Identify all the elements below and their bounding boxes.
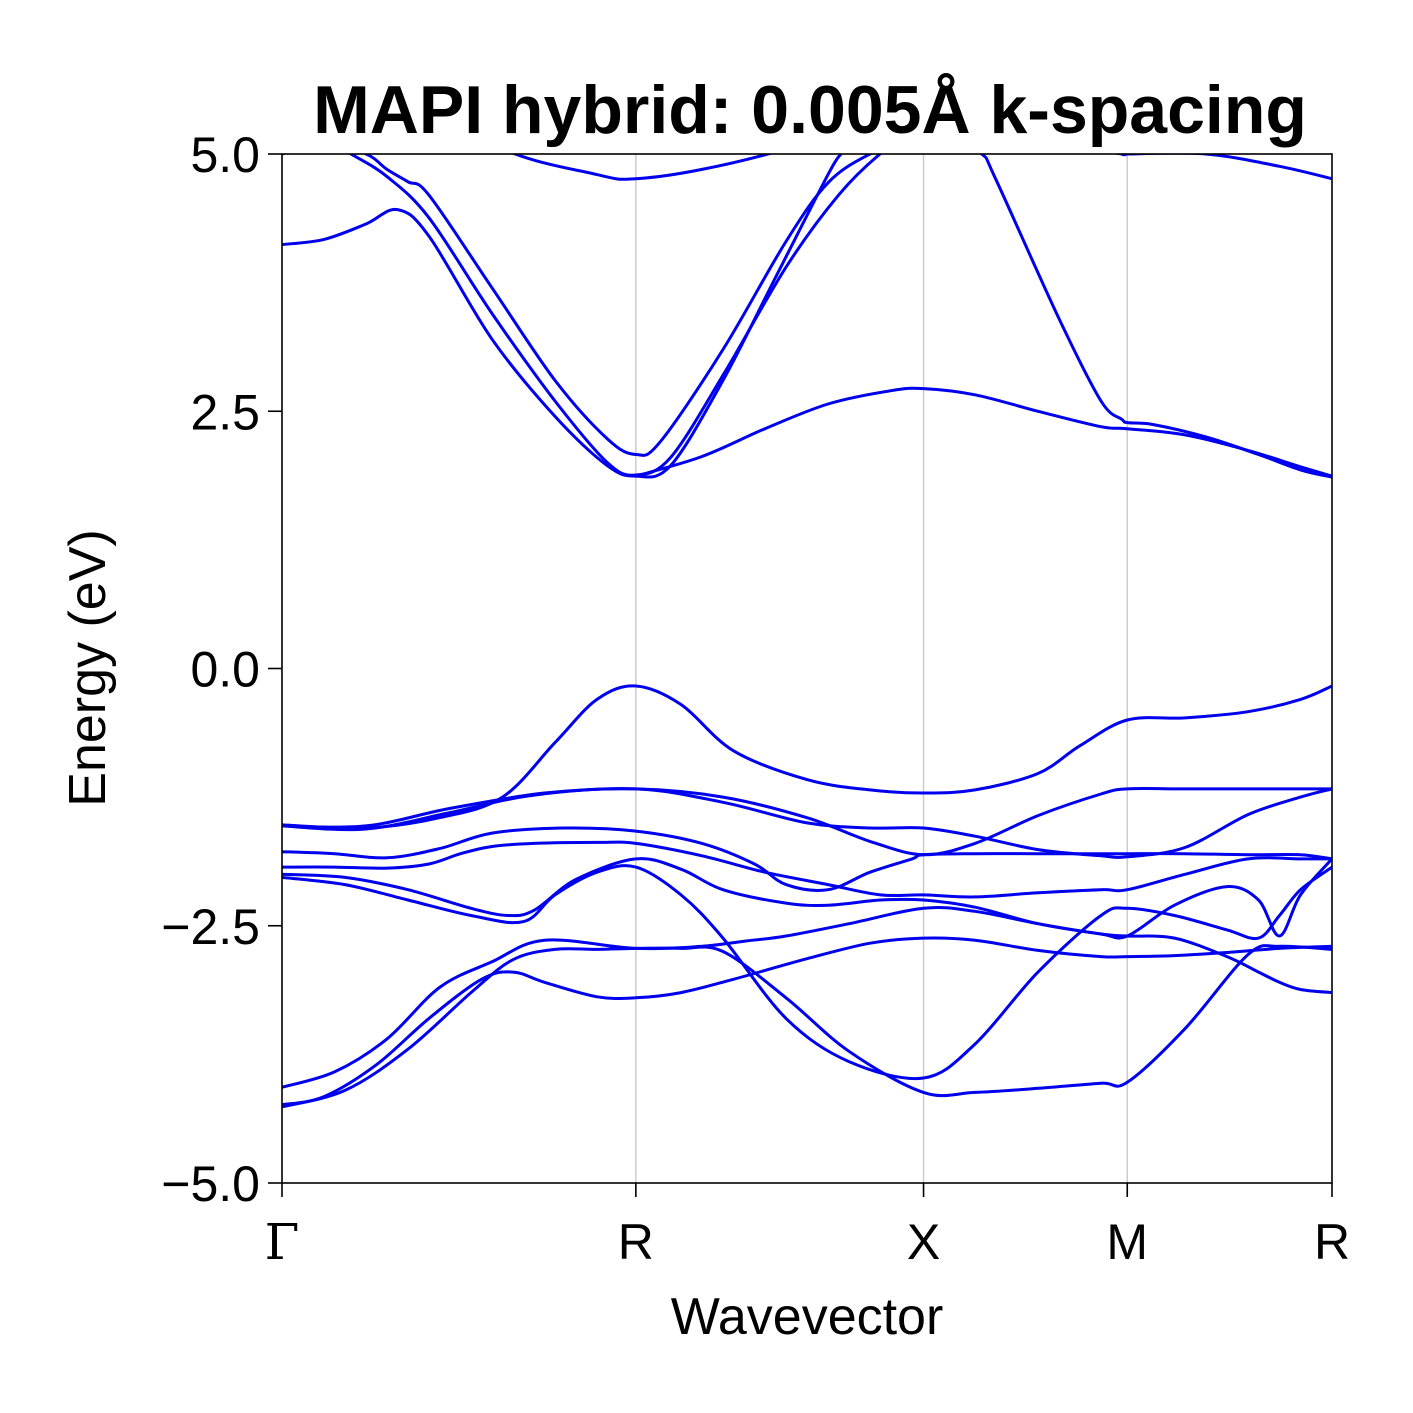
y-tick-label: 5.0: [190, 127, 260, 183]
band-12: [282, 864, 1332, 1081]
x-tick-label: R: [618, 1214, 654, 1270]
band-8: [282, 787, 1332, 857]
x-tick-label: Γ: [265, 1213, 300, 1271]
band-7: [282, 787, 1332, 859]
band-15: [282, 936, 1332, 1107]
y-axis-label: Energy (eV): [59, 529, 117, 806]
x-tick-label: M: [1106, 1214, 1148, 1270]
band-11: [282, 857, 1332, 940]
band-9: [282, 826, 1332, 892]
y-axis-ticks: 5.0 2.5 0.0 −2.5 −5.0: [161, 127, 282, 1212]
x-axis-label: Wavevector: [671, 1288, 944, 1346]
y-tick-label: −2.5: [161, 899, 260, 955]
x-tick-label: X: [907, 1214, 940, 1270]
band-10: [282, 840, 1332, 899]
band-13: [282, 906, 1332, 1089]
chart-title: MAPI hybrid: 0.005Å k-spacing: [313, 72, 1307, 148]
band-14: [282, 944, 1332, 1109]
plot-frame: [281, 153, 1333, 1184]
band-1: [282, 154, 843, 479]
y-tick-label: 0.0: [190, 642, 260, 698]
y-tick-label: 2.5: [190, 384, 260, 440]
y-tick-label: −5.0: [161, 1156, 260, 1212]
band-3: [348, 154, 883, 477]
band-5: [634, 386, 1332, 478]
kpoint-gridlines: [635, 154, 1128, 1183]
x-tick-label: R: [1314, 1214, 1350, 1270]
band-6: [282, 684, 1332, 830]
band-2: [282, 154, 1332, 479]
band-lines: [282, 154, 1332, 1109]
